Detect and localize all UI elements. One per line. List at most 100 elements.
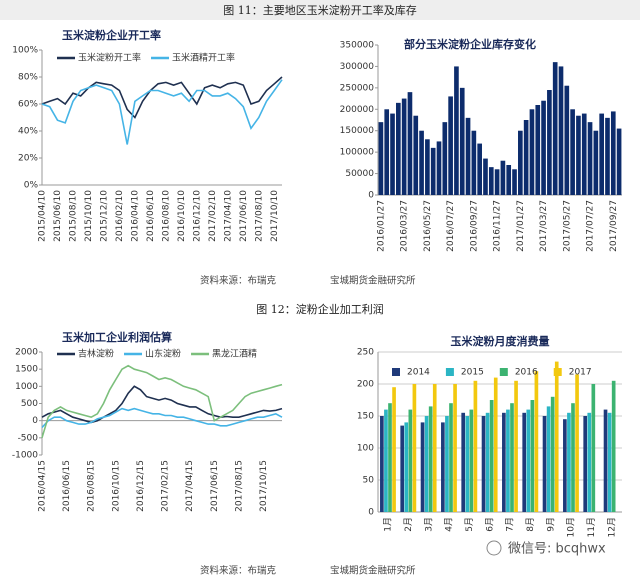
- bar: [570, 109, 575, 195]
- x-tick-label: 2016/10/15: [111, 460, 121, 512]
- bar: [449, 403, 453, 512]
- bar: [471, 130, 477, 195]
- y-tick-label: 200: [357, 380, 374, 390]
- bar: [465, 117, 471, 195]
- x-tick-label: 1月: [383, 517, 394, 532]
- y-tick-label: -500: [18, 433, 39, 443]
- series-line: [41, 407, 283, 429]
- x-tick-label: 3月: [423, 517, 434, 532]
- bar: [461, 412, 466, 512]
- x-tick-label: 11月: [586, 517, 597, 537]
- y-tick-label: 2000: [15, 348, 38, 358]
- x-tick-label: 2015/10/10: [84, 190, 94, 242]
- x-tick-label: 2月: [403, 517, 414, 532]
- y-tick-label: 500: [21, 399, 38, 409]
- bar: [489, 400, 494, 512]
- x-tick-label: 2017/07/27: [586, 200, 596, 252]
- bar: [436, 141, 442, 195]
- watermark: 微信号: bcqhwx: [508, 542, 606, 557]
- bar: [514, 380, 518, 512]
- x-tick-label: 6月: [484, 517, 495, 532]
- y-tick-label: 40%: [18, 127, 38, 137]
- bar: [583, 416, 588, 512]
- x-tick-label: 2017/06/15: [210, 460, 220, 512]
- y-tick-label: 0: [368, 508, 374, 518]
- bar: [554, 361, 559, 512]
- bar: [599, 113, 604, 195]
- bar: [488, 167, 494, 195]
- bar: [494, 169, 500, 195]
- x-tick-label: 4月: [444, 517, 455, 532]
- legend-swatch: [499, 368, 508, 376]
- bar: [401, 98, 407, 195]
- bar: [571, 403, 575, 512]
- figure-caption: 图 12：淀粉企业加工利润: [256, 302, 384, 316]
- bar: [481, 416, 486, 512]
- x-tick-label: 2016/05/27: [423, 200, 433, 252]
- x-tick-label: 2016/09/27: [469, 200, 479, 252]
- x-tick-label: 12月: [606, 517, 617, 537]
- y-tick-label: 200000: [340, 105, 375, 115]
- y-tick-label: 1000: [15, 382, 38, 392]
- x-tick-label: 2017/04/10: [223, 190, 233, 242]
- legend-label: 2015: [461, 368, 484, 378]
- bar: [413, 115, 419, 195]
- bar: [611, 380, 616, 512]
- bar: [547, 90, 552, 195]
- legend-label: 2016: [515, 368, 538, 378]
- y-tick-label: 250: [357, 348, 374, 358]
- x-tick-label: 2017/01/27: [516, 200, 526, 252]
- x-tick-label: 2017/08/15: [234, 460, 244, 512]
- bar: [407, 92, 413, 195]
- bar: [378, 122, 384, 195]
- bar: [530, 400, 535, 512]
- bar: [603, 409, 608, 512]
- bar: [518, 130, 523, 195]
- bar: [510, 403, 514, 512]
- bar: [420, 422, 425, 512]
- bar: [605, 117, 610, 195]
- bar: [534, 371, 539, 512]
- bar: [390, 113, 395, 195]
- bar: [425, 139, 430, 195]
- bar: [502, 412, 506, 512]
- y-tick-label: 50: [363, 476, 375, 486]
- y-tick-label: 0: [368, 191, 374, 201]
- bar: [396, 102, 401, 195]
- x-tick-label: 2015/04/10: [38, 190, 48, 242]
- bar: [558, 66, 564, 195]
- bar: [445, 416, 449, 512]
- y-tick-label: 100%: [12, 46, 38, 56]
- bar: [512, 169, 517, 195]
- bar: [500, 160, 506, 195]
- bar: [424, 416, 429, 512]
- figure-caption: 图 11：主要地区玉米淀粉开工率及库存: [223, 3, 417, 17]
- x-tick-label: 2017/05/27: [562, 200, 572, 252]
- bar: [526, 409, 531, 512]
- bar: [493, 377, 498, 512]
- bar: [441, 422, 445, 512]
- x-tick-label: 9月: [545, 517, 556, 532]
- bar: [581, 113, 587, 195]
- bar: [542, 416, 547, 512]
- bar: [419, 130, 424, 195]
- bar: [506, 409, 510, 512]
- legend-swatch: [553, 368, 562, 376]
- legend-label: 山东淀粉: [145, 348, 181, 360]
- bar: [591, 384, 596, 512]
- bar: [404, 422, 409, 512]
- y-tick-label: 0%: [24, 181, 39, 191]
- x-tick-label: 8月: [525, 517, 536, 532]
- x-tick-label: 2016/06/15: [62, 460, 72, 512]
- bar: [469, 409, 474, 512]
- y-tick-label: 0: [32, 416, 38, 426]
- x-tick-label: 2016/04/15: [38, 460, 48, 512]
- bar: [552, 62, 558, 196]
- bar: [454, 66, 459, 195]
- bar: [541, 100, 546, 195]
- bar: [607, 412, 612, 512]
- legend-label: 玉米淀粉开工率: [78, 52, 141, 64]
- x-tick-label: 2016/12/10: [192, 190, 202, 242]
- x-tick-label: 2017/02/10: [208, 190, 218, 242]
